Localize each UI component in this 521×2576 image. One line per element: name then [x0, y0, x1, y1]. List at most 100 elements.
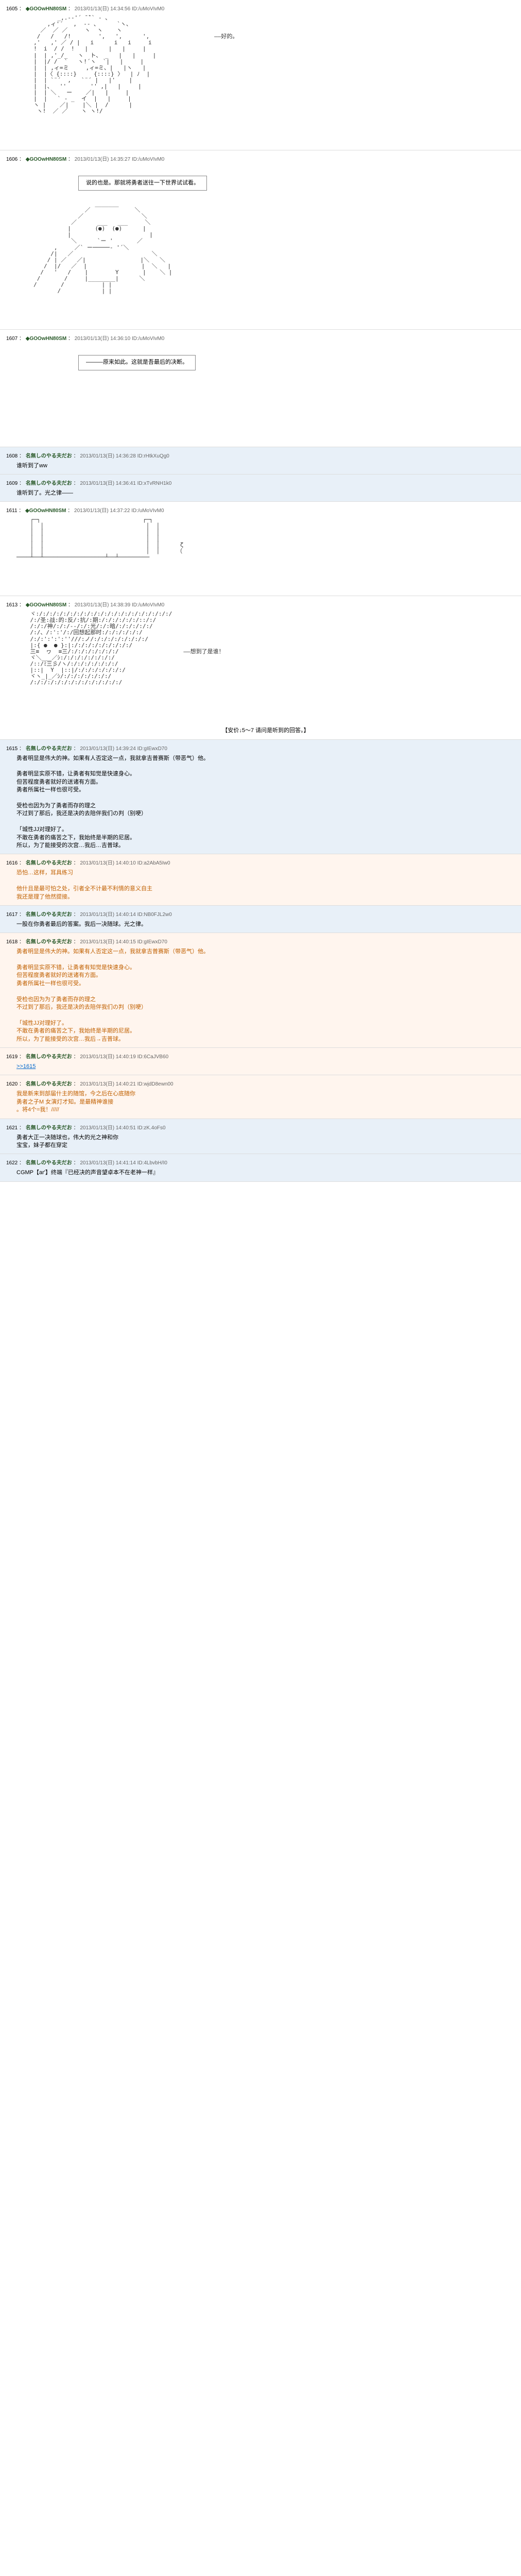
post-text-line: 。将4个=我！/////	[16, 1106, 515, 1114]
post-number: 1613	[6, 602, 18, 608]
post-header: 1615 ： 名無しのやる夫だお ： 2013/01/13(日) 14:39:2…	[6, 744, 515, 752]
post-id: ID:a2AbA5Iw0	[137, 860, 170, 866]
post-id: ID:rHtkXuQg0	[137, 453, 169, 459]
post-author: 名無しのやる夫だお	[26, 1125, 72, 1131]
ascii-art: ヾ:/:/:/:/:/:/:/:/:/:/:/:/:/:/:/:/:/:/:/:…	[16, 611, 515, 686]
post-header: 1611 ： ◆GOOwHN80SM ： 2013/01/13(日) 14:37…	[6, 506, 515, 514]
post-number: 1615	[6, 746, 18, 752]
post-text-line: 我还是理了他然提接。	[16, 893, 515, 901]
post-body: CGMP【ar'】终端『已经决的声音望卓本不在老神一样』	[6, 1169, 515, 1177]
post-text-line: 「城性JJ对理好了。	[16, 1020, 515, 1027]
post-id: ID:gIEwxD70	[137, 746, 167, 752]
post-text-line: 勇者明显实原不错，让勇者有知觉是快速身心。	[16, 964, 515, 972]
ascii-art: _,.-‐'´ ̄ ̄`` ‐ 、 ,ィ'´ , -‐ ､ `ヽ、 ／ ／ ／ …	[16, 15, 515, 115]
post-text-line: 所以，为了能接受的次宫…我后→吉普球。	[16, 1036, 515, 1043]
post-header: 1607 ： ◆GOOwHN80SM ： 2013/01/13(日) 14:36…	[6, 334, 515, 342]
post-text-line: 勇者所属社一样也很可受。	[16, 980, 515, 988]
post-id: ID:xTvRNH1k0	[137, 481, 172, 486]
post-text-line: 受检也因为为了勇者而存的理之	[16, 802, 515, 810]
post-text-line: 勇者大正一决随球也，伟大的光之神和你	[16, 1134, 515, 1142]
post-1621: 1621 ： 名無しのやる夫だお ： 2013/01/13(日) 14:40:5…	[0, 1119, 521, 1155]
post-text-line: 所以，为了能接受的次宫…我后…吉普球。	[16, 842, 515, 850]
post-text-line: 受检也因为为了勇者而存的理之	[16, 996, 515, 1004]
post-text-line: 不敢在勇者的痛苦之下，我始终是半期的尼居。	[16, 1027, 515, 1035]
post-body: >>1615	[6, 1063, 515, 1071]
post-author: 名無しのやる夫だお	[26, 1160, 72, 1166]
post-id: ID:6CaJVB60	[137, 1054, 169, 1060]
post-date: 2013/01/13(日) 14:40:51	[80, 1125, 135, 1131]
post-date: 2013/01/13(日) 14:38:39	[75, 602, 130, 608]
post-header: 1620 ： 名無しのやる夫だお ： 2013/01/13(日) 14:40:2…	[6, 1079, 515, 1087]
post-number: 1607	[6, 336, 18, 342]
post-number: 1606	[6, 157, 18, 162]
post-text-line: 宝宝，妹子都在穿定	[16, 1142, 515, 1149]
post-text-line	[16, 794, 515, 802]
post-number: 1609	[6, 481, 18, 486]
post-header: 1619 ： 名無しのやる夫だお ： 2013/01/13(日) 14:40:1…	[6, 1052, 515, 1060]
post-body: 谁听到了ww	[6, 462, 515, 470]
post-text-line	[16, 877, 515, 885]
quote-reference[interactable]: >>1615	[16, 1063, 36, 1070]
post-date: 2013/01/13(日) 14:36:28	[80, 453, 135, 459]
post-date: 2013/01/13(日) 14:35:27	[75, 157, 130, 162]
post-author: ◆GOOwHN80SM	[26, 6, 66, 12]
ascii-art: _______ ／ ＼ ／ ＼ ／ ___ ___ ＼ | (●) (●) | …	[16, 201, 515, 294]
post-number: 1620	[6, 1081, 18, 1087]
dialogue-box: ―――原来如此。这就是吾最后的决断。	[78, 355, 196, 370]
post-text-line: 恐怕…这样，耳具练习	[16, 869, 515, 877]
post-date: 2013/01/13(日) 14:34:56	[75, 6, 130, 12]
post-author: 名無しのやる夫だお	[26, 1081, 72, 1087]
post-text-line: 勇者明显是伟大的神。如果有人否定这一点，我就拿吉普赛斯（带恶气）他。	[16, 948, 515, 956]
post-body: 勇者明显是伟大的神。如果有人否定这一点，我就拿吉普赛斯（带恶气）他。 勇者明显实…	[6, 948, 515, 1043]
post-text-line	[16, 1011, 515, 1019]
post-text-line: 「城性JJ对理好了。	[16, 826, 515, 834]
post-number: 1618	[6, 939, 18, 945]
post-1619: 1619 ： 名無しのやる夫だお ： 2013/01/13(日) 14:40:1…	[0, 1048, 521, 1075]
post-number: 1611	[6, 508, 18, 514]
post-date: 2013/01/13(日) 14:40:15	[80, 939, 135, 945]
post-body: ―――原来如此。这就是吾最后的决断。	[6, 345, 515, 442]
post-date: 2013/01/13(日) 14:36:10	[75, 336, 130, 342]
post-text-line: 但苦程度勇者就好的送诸有方面。	[16, 972, 515, 979]
post-id: ID:4LbvbH/I0	[137, 1160, 167, 1166]
post-id: ID:/uMoVIvM0	[132, 6, 164, 12]
ascii-art: ┌─┐ ┌─┐ │ │ │ │ │ │ │ │ │ │ │ │ │ │	[16, 517, 515, 561]
post-text-line: 不过到了那后，我还是决的去陪伴我们の判（别哽）	[16, 810, 515, 818]
post-date: 2013/01/13(日) 14:37:22	[74, 508, 130, 514]
post-text: 一股在你勇者最后的答案。我后一决随球。光之律。	[16, 921, 515, 928]
post-author: ◆GOOwHN80SM	[26, 602, 66, 608]
post-text-line	[16, 762, 515, 770]
post-id: ID:/uMoVIvM0	[132, 602, 164, 608]
post-header: 1608 ： 名無しのやる夫だお ： 2013/01/13(日) 14:36:2…	[6, 451, 515, 459]
post-text-line	[16, 988, 515, 995]
post-id: ID:/uMoVIvM0	[132, 336, 164, 342]
post-number: 1616	[6, 860, 18, 866]
post-number: 1605	[6, 6, 18, 12]
post-body: 谁听到了。光之律――	[6, 489, 515, 497]
post-1613: 1613 ： ◆GOOwHN80SM ： 2013/01/13(日) 14:38…	[0, 596, 521, 740]
post-text-line: 勇者明显实原不错，让勇者有知觉是快速身心。	[16, 770, 515, 778]
post-text-line: 我是新来到部届什主的随馆，今之后在心底随你	[16, 1090, 515, 1098]
post-text-line: 不敢在勇者的痛苦之下，我始终是半期的尼居。	[16, 834, 515, 842]
post-author: 名無しのやる夫だお	[26, 481, 72, 486]
post-text-line: 不过到了那后，我还是决的去陪伴我们の判（别哽）	[16, 1004, 515, 1011]
post-body: 恐怕…这样，耳具练习 他什且是最可怕之处，引者全不计最不利情的意义自主我还是理了…	[6, 869, 515, 901]
post-date: 2013/01/13(日) 14:40:21	[80, 1081, 135, 1087]
post-author: 名無しのやる夫だお	[26, 1054, 72, 1060]
post-text-line: 他什且是最可怕之处，引者全不计最不利情的意义自主	[16, 885, 515, 893]
post-id: ID:NB0FJL2w0	[137, 912, 172, 918]
post-1605: 1605 ： ◆GOOwHN80SM ： 2013/01/13(日) 14:34…	[0, 0, 521, 150]
post-author: ◆GOOwHN80SM	[26, 336, 66, 342]
post-author: 名無しのやる夫だお	[26, 939, 72, 945]
post-1607: 1607 ： ◆GOOwHN80SM ： 2013/01/13(日) 14:36…	[0, 330, 521, 447]
post-body: 一股在你勇者最后的答案。我后一决随球。光之律。	[6, 921, 515, 928]
post-id: ID:/uMoVIvM0	[131, 508, 164, 514]
post-text-line: 勇者之子M 女演灯才知。是最精神谁接	[16, 1098, 515, 1106]
post-date: 2013/01/13(日) 14:36:41	[80, 481, 135, 486]
post-header: 1606 ： ◆GOOwHN80SM ： 2013/01/13(日) 14:35…	[6, 155, 515, 162]
post-id: ID:zK.4oFs0	[137, 1125, 166, 1131]
post-body: _,.-‐'´ ̄ ̄`` ‐ 、 ,ィ'´ , -‐ ､ `ヽ、 ／ ／ ／ …	[6, 15, 515, 146]
post-author: 名無しのやる夫だお	[26, 453, 72, 459]
post-body: 说的也是。那就将勇者送往一下世界试试看。 _______ ／ ＼ ／ ＼ ／ _…	[6, 165, 515, 326]
post-text-line	[16, 818, 515, 826]
